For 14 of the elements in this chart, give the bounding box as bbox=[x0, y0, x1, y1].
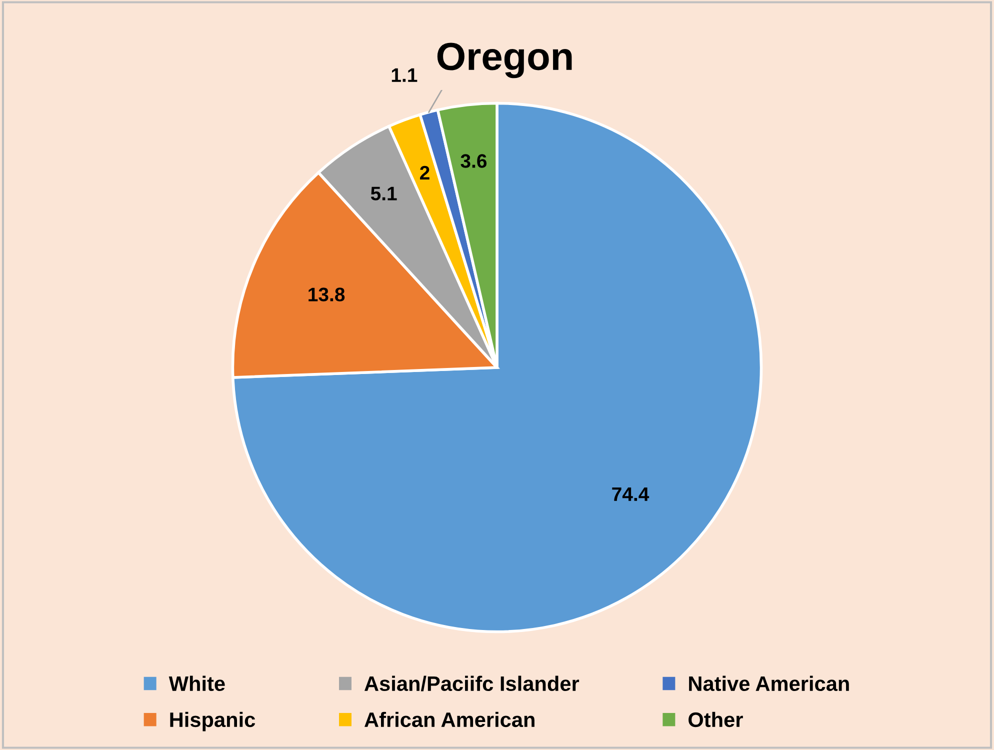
legend-label: Other bbox=[688, 712, 743, 728]
data-label: 5.1 bbox=[370, 186, 397, 200]
legend-label: White bbox=[168, 676, 225, 692]
legend-label: Hispanic bbox=[170, 712, 256, 732]
legend-label: African American bbox=[364, 712, 534, 728]
chart-title: Oregon bbox=[437, 42, 572, 78]
legend-label: Native American bbox=[689, 676, 849, 692]
legend-label: Asian/Paciifc Islander bbox=[364, 676, 580, 692]
pie-slice bbox=[232, 102, 763, 634]
data-label: 1.1 bbox=[392, 68, 418, 82]
data-label: 2 bbox=[420, 166, 430, 180]
data-label: 74.4 bbox=[612, 487, 650, 501]
data-label: 3.6 bbox=[460, 154, 487, 168]
data-label: 13.8 bbox=[308, 288, 345, 302]
